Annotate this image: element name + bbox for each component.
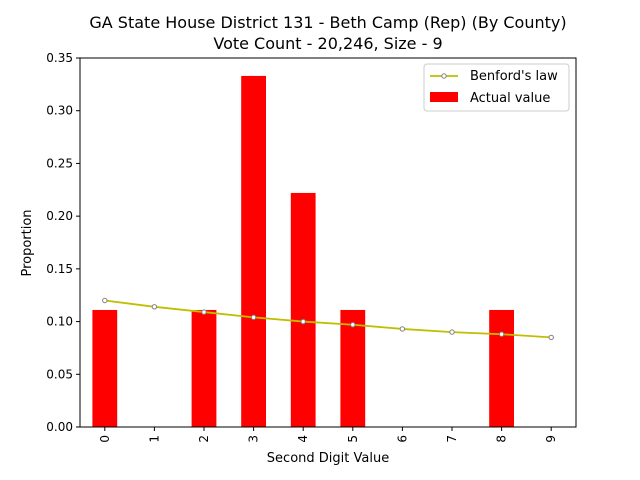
bar-4 xyxy=(290,192,316,427)
legend-label-benford: Benford's law xyxy=(470,69,558,84)
y-tick-label: 0.20 xyxy=(46,209,73,223)
benford-point-4 xyxy=(300,318,306,325)
x-tick-label: 7 xyxy=(445,435,459,443)
bars-layer xyxy=(92,75,514,428)
bar-8 xyxy=(489,309,514,427)
y-tick-label: 0.25 xyxy=(46,156,73,170)
benford-point-0 xyxy=(102,297,108,304)
benford-point-8 xyxy=(498,331,505,337)
legend-label-actual: Actual value xyxy=(470,91,550,106)
legend: Benford's law Actual value xyxy=(423,63,570,112)
benford-point-6 xyxy=(399,326,406,332)
x-tick-label: 2 xyxy=(197,435,211,443)
x-axis-label: Second Digit Value xyxy=(267,451,389,466)
y-tick-label: 0.35 xyxy=(46,51,73,65)
benford-point-9 xyxy=(548,334,554,341)
y-tick-label: 0.00 xyxy=(46,420,73,434)
x-tick-label: 1 xyxy=(147,435,161,443)
chart-title: GA State House District 131 - Beth Camp … xyxy=(89,13,566,32)
plot-frame xyxy=(79,57,577,428)
y-tick-label: 0.15 xyxy=(46,262,73,276)
x-tick-label: 0 xyxy=(98,435,112,443)
benford-line-layer xyxy=(102,297,554,341)
y-axis-label: Proportion xyxy=(20,209,35,276)
benford-line xyxy=(104,299,552,339)
benford-point-3 xyxy=(250,314,257,321)
legend-bar-swatch xyxy=(430,92,458,102)
benford-point-1 xyxy=(151,304,158,310)
bar-2 xyxy=(191,309,217,427)
x-tick-label: 3 xyxy=(247,435,261,443)
x-tick-label: 9 xyxy=(544,435,558,443)
x-tick-label: 6 xyxy=(395,435,409,443)
bar-5 xyxy=(340,309,366,427)
axes-layer: 0.00 0.05 0.10 0.15 0.20 0.25 0.30 0.35 0 1 2 3 4 5 6 7… xyxy=(46,51,577,443)
y-tick-label: 0.05 xyxy=(46,367,73,381)
x-tick-label: 5 xyxy=(346,435,360,443)
chart-subtitle: Vote Count - 20,246, Size - 9 xyxy=(213,34,442,53)
y-tick-label: 0.30 xyxy=(46,104,73,118)
bar-3 xyxy=(241,75,266,428)
benford-point-2 xyxy=(201,309,207,315)
y-tick-label: 0.10 xyxy=(46,315,73,329)
legend-frame xyxy=(423,63,570,112)
x-tick-label: 8 xyxy=(495,435,509,443)
benford-point-7 xyxy=(449,329,455,335)
x-tick-label: 4 xyxy=(296,435,310,443)
legend-marker-swatch xyxy=(441,73,447,79)
bar-0 xyxy=(92,309,118,427)
benford-point-5 xyxy=(350,322,356,328)
